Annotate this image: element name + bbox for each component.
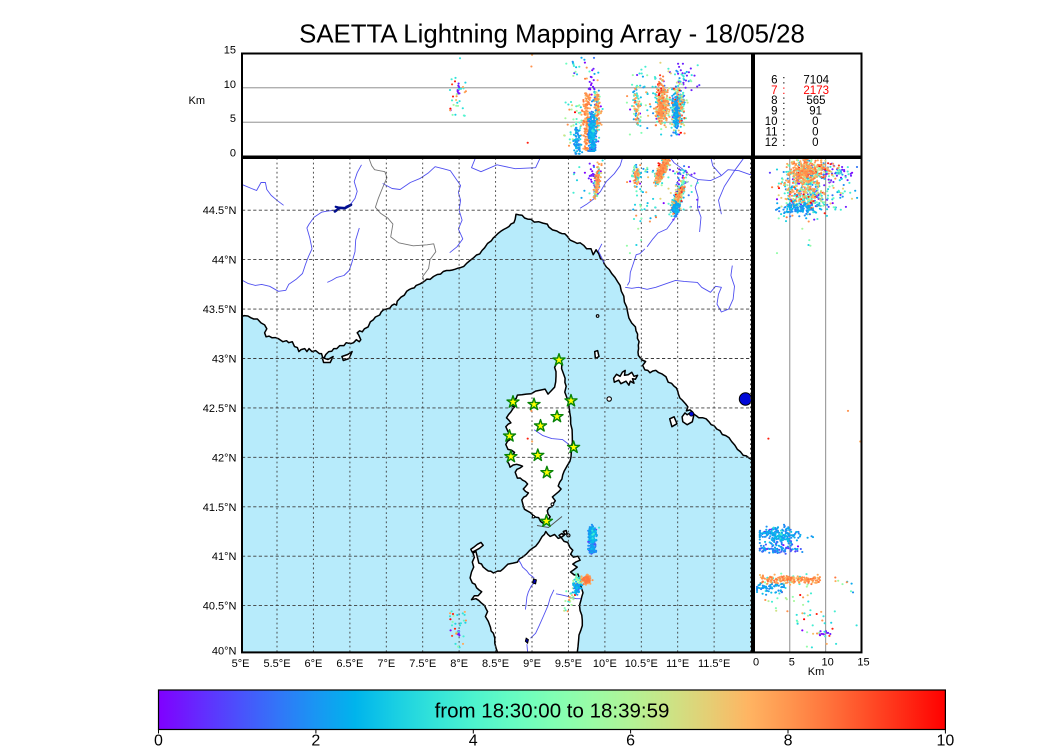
svg-text:41.5°N: 41.5°N	[203, 502, 237, 514]
svg-text:10: 10	[822, 657, 834, 669]
svg-text:0: 0	[154, 733, 163, 750]
svg-text::: :	[782, 137, 785, 149]
svg-text:6: 6	[771, 74, 777, 86]
svg-text:Km: Km	[189, 95, 206, 107]
svg-text:0: 0	[753, 657, 759, 669]
svg-text:9°E: 9°E	[523, 658, 541, 670]
svg-text:43°N: 43°N	[212, 354, 237, 366]
svg-text:4: 4	[469, 733, 478, 750]
svg-text:8: 8	[784, 733, 793, 750]
svg-text:10°E: 10°E	[593, 658, 617, 670]
svg-text::: :	[782, 127, 785, 139]
svg-text::: :	[782, 116, 785, 128]
svg-text:0: 0	[812, 127, 818, 139]
svg-text:0: 0	[812, 137, 818, 149]
svg-text:9.5°E: 9.5°E	[555, 658, 582, 670]
svg-text:2: 2	[311, 733, 320, 750]
svg-text:9: 9	[771, 106, 777, 118]
svg-text:40.5°N: 40.5°N	[203, 601, 237, 613]
svg-text:7104: 7104	[803, 74, 829, 86]
svg-text:Km: Km	[808, 666, 825, 678]
svg-text:5: 5	[230, 113, 236, 125]
svg-text:43.5°N: 43.5°N	[203, 304, 237, 316]
svg-text:12: 12	[765, 137, 778, 149]
svg-text:10: 10	[224, 79, 236, 91]
svg-text:44.5°N: 44.5°N	[203, 205, 237, 217]
svg-text:6: 6	[626, 733, 635, 750]
svg-text::: :	[782, 74, 785, 86]
svg-text:15: 15	[857, 657, 869, 669]
svg-text:11.5°E: 11.5°E	[698, 658, 730, 670]
svg-text::: :	[782, 106, 785, 118]
svg-text:6.5°E: 6.5°E	[336, 658, 363, 670]
svg-text:5: 5	[789, 657, 795, 669]
svg-text:7.5°E: 7.5°E	[409, 658, 436, 670]
svg-text:42.5°N: 42.5°N	[203, 403, 237, 415]
svg-text:565: 565	[806, 95, 825, 107]
svg-text:5.5°E: 5.5°E	[264, 658, 291, 670]
svg-text:7°E: 7°E	[377, 658, 395, 670]
svg-text:8°E: 8°E	[450, 658, 468, 670]
svg-text:from 18:30:00 to 18:39:59: from 18:30:00 to 18:39:59	[435, 700, 670, 723]
svg-text:11: 11	[766, 127, 778, 139]
svg-text::: :	[782, 85, 785, 97]
svg-text:44°N: 44°N	[212, 255, 237, 267]
svg-text:5°E: 5°E	[232, 658, 250, 670]
svg-text:2173: 2173	[803, 85, 829, 97]
svg-text:7: 7	[771, 85, 777, 97]
svg-text:10.5°E: 10.5°E	[625, 658, 658, 670]
svg-text:10: 10	[765, 116, 778, 128]
svg-text:6°E: 6°E	[305, 658, 323, 670]
svg-text:11°E: 11°E	[666, 658, 689, 670]
svg-text:15: 15	[224, 44, 236, 56]
svg-text::: :	[782, 95, 785, 107]
svg-text:41°N: 41°N	[212, 551, 237, 563]
svg-text:0: 0	[812, 116, 818, 128]
svg-text:8.5°E: 8.5°E	[482, 658, 509, 670]
svg-text:91: 91	[809, 106, 822, 118]
svg-text:40°N: 40°N	[212, 646, 237, 658]
svg-text:42°N: 42°N	[212, 452, 237, 464]
svg-text:10: 10	[937, 733, 955, 750]
svg-text:8: 8	[771, 95, 777, 107]
svg-text:0: 0	[230, 148, 236, 160]
svg-text:SAETTA Lightning Mapping Array: SAETTA Lightning Mapping Array - 18/05/2…	[299, 21, 805, 49]
